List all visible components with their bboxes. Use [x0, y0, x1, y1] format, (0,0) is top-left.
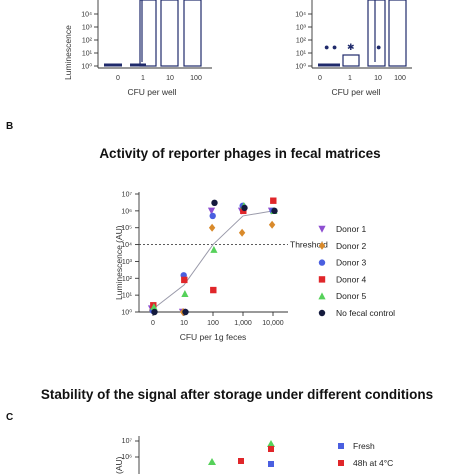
legend-label-2: Donor 3	[336, 258, 367, 268]
activity-point-s5-p0	[151, 308, 158, 316]
activity-xtick-label-3: 1,000	[234, 320, 252, 327]
legend-marker-2	[318, 259, 326, 266]
activity-xtick-label-0: 0	[151, 320, 155, 327]
stability-chart-title: Stability of the signal after storage un…	[41, 387, 433, 402]
top-right-bar-3	[388, 0, 407, 67]
legend-48h-marker	[338, 460, 344, 466]
top-right-ytick-label-1: 10¹	[296, 51, 307, 58]
activity-point-s1-p4	[268, 220, 276, 229]
top-right-points-2: ✱	[347, 42, 355, 52]
activity-ytick-label-0: 10⁰	[121, 309, 132, 317]
activity-point-s1-p3	[238, 228, 246, 237]
activity-ytick-label-7: 10⁷	[122, 192, 133, 199]
activity-point-s3-p1	[181, 276, 188, 284]
top-left-xtick-label-1: 1	[141, 75, 145, 82]
top-left-y-label: Luminescence	[63, 25, 73, 80]
stability-ytick-10-6: 10⁶	[121, 454, 132, 461]
activity-ytick-label-5: 10⁵	[121, 225, 132, 232]
activity-point-s0-p2	[207, 207, 216, 215]
legend-fresh-label: Fresh	[353, 441, 375, 451]
activity-x-label: CFU per 1g feces	[180, 332, 247, 342]
top-left-xtick-label-2: 10	[166, 75, 174, 82]
top-right-bar-1	[342, 54, 360, 67]
top-left-bar-2	[160, 0, 179, 67]
legend-marker-1	[318, 241, 326, 250]
stability-point-b	[238, 458, 244, 464]
legend-label-0: Donor 1	[336, 224, 367, 234]
activity-point-s2-p2	[209, 212, 216, 220]
top-left-ytick-label-1: 10¹	[82, 51, 93, 58]
activity-point-s5-p1	[182, 308, 189, 316]
activity-point-s5-p4	[271, 207, 278, 215]
activity-chart-title: Activity of reporter phages in fecal mat…	[99, 146, 380, 161]
top-left-xtick-label-0: 0	[116, 75, 120, 82]
stability-chart: 10⁷ 10⁶ (AU)	[114, 436, 275, 474]
top-left-ytick-label-2: 10²	[82, 38, 93, 45]
activity-point-s5-p3	[241, 204, 248, 212]
activity-ytick-label-4: 10⁴	[121, 242, 132, 249]
activity-point-s5-p2	[211, 199, 218, 207]
panel-label-c: C	[6, 412, 13, 423]
activity-ytick-label-3: 10³	[122, 259, 133, 266]
legend-marker-0	[318, 225, 326, 233]
activity-chart: 10⁰ 10¹ 10² 10³ 10⁴ 10⁵ 10⁶ 10⁷ 0 10 100 1,000 10,0…	[114, 192, 328, 343]
top-left-bar-1	[139, 0, 157, 67]
legend-marker-4	[318, 292, 326, 300]
top-left-ytick-label-0: 10⁰	[81, 63, 92, 71]
top-left-bar-3	[183, 0, 202, 67]
stability-point-c	[267, 440, 275, 447]
top-right-xtick-label-0: 0	[318, 75, 322, 82]
top-right-x-label: CFU per well	[331, 87, 380, 97]
activity-ytick-label-2: 10²	[122, 276, 133, 283]
activity-point-s3-p2	[210, 286, 217, 294]
top-right-ytick-label-2: 10²	[296, 38, 307, 45]
activity-legend: Donor 1 Donor 2 Donor 3 Donor 4 Donor 5 No fe…	[318, 224, 395, 318]
top-right-xtick-label-1: 1	[348, 75, 352, 82]
legend-fresh-marker	[338, 443, 344, 449]
activity-xtick-label-2: 100	[207, 320, 219, 327]
top-right-ytick-label-3: 10³	[296, 25, 307, 32]
top-left-x-label: CFU per well	[127, 87, 176, 97]
activity-xtick-label-1: 10	[180, 320, 188, 327]
activity-y-label: Luminescence (AU)	[114, 225, 124, 300]
top-right-xtick-label-2: 10	[374, 75, 382, 82]
activity-ytick-label-6: 10⁶	[121, 208, 132, 215]
stability-point-a	[208, 458, 216, 465]
legend-label-1: Donor 2	[336, 241, 367, 251]
activity-trend-line	[152, 210, 274, 310]
top-right-xtick-label-3: 100	[394, 75, 406, 82]
top-right-bar-2	[367, 0, 386, 67]
stability-point-d	[268, 446, 274, 452]
activity-point-s4-p0	[150, 303, 158, 311]
top-right-points-3: ●	[376, 42, 381, 52]
top-left-ytick-label-4: 10⁴	[81, 12, 92, 19]
activity-point-s4-p2	[210, 245, 218, 253]
stability-ytick-10-7: 10⁷	[122, 438, 133, 445]
legend-label-4: Donor 5	[336, 291, 367, 301]
legend-label-5: No fecal control	[336, 308, 395, 318]
legend-48h-label: 48h at 4°C	[353, 458, 393, 468]
stability-y-label: (AU)	[114, 456, 124, 474]
activity-point-s4-p1	[181, 290, 189, 298]
legend-label-3: Donor 4	[336, 274, 367, 284]
panel-label-b: B	[6, 121, 13, 132]
stability-legend: Fresh 48h at 4°C	[338, 441, 393, 468]
top-left-chart: 10⁰ 10¹ 10² 10³ 10⁴ 0 1 10 100 Luminescence CFU…	[63, 0, 212, 97]
stability-point-e	[268, 461, 274, 467]
top-right-ytick-label-4: 10⁴	[295, 12, 306, 19]
top-left-ytick-label-3: 10³	[82, 25, 93, 32]
activity-point-s3-p4	[270, 197, 277, 204]
activity-point-s1-p2	[208, 223, 216, 232]
top-right-chart: 10⁰ 10¹ 10² 10³ 10⁴ 0 1 10 100 ● ● ✱ ● CFU per …	[295, 0, 412, 97]
activity-xtick-label-4: 10,000	[262, 320, 284, 327]
top-right-points: ● ●	[324, 42, 337, 52]
legend-marker-3	[318, 276, 326, 283]
threshold-label: Threshold	[290, 240, 328, 250]
top-left-xtick-label-3: 100	[190, 75, 202, 82]
activity-point-s3-p3	[240, 207, 247, 215]
legend-marker-5	[318, 309, 326, 317]
top-right-ytick-label-0: 10⁰	[295, 63, 306, 71]
activity-ytick-label-1: 10¹	[122, 293, 133, 300]
